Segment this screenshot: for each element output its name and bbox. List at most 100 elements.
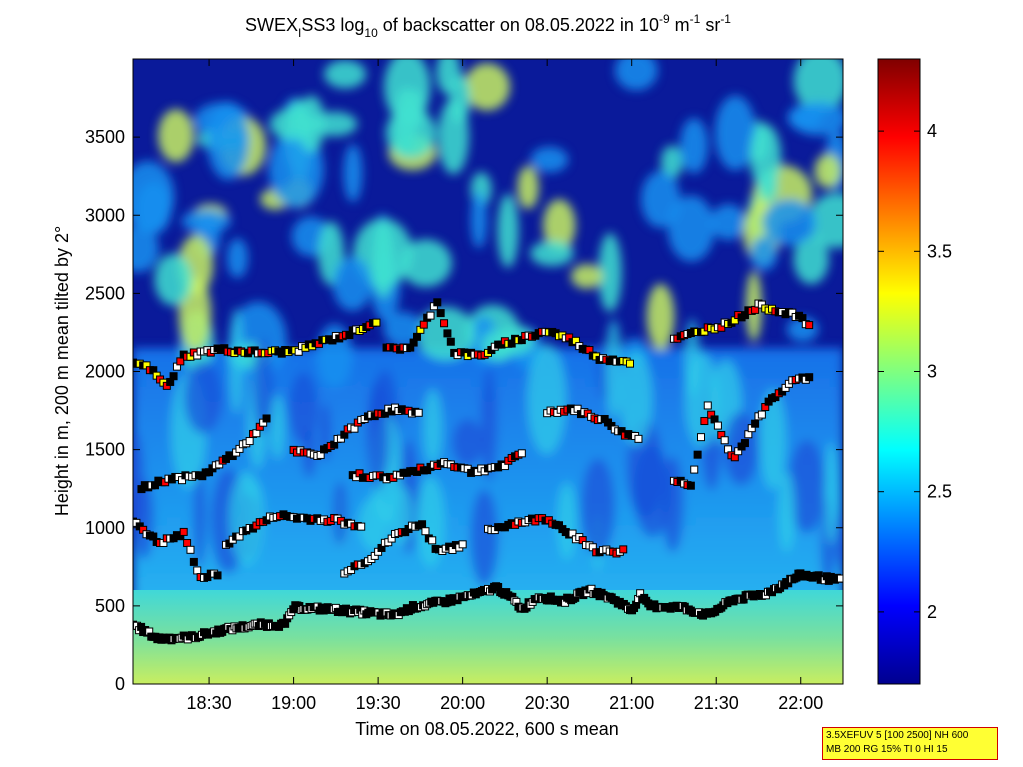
layer-marker bbox=[176, 357, 185, 366]
aerosol-streak bbox=[824, 442, 839, 546]
layer-marker bbox=[245, 437, 254, 446]
aerosol-patch bbox=[135, 181, 172, 235]
layer-marker bbox=[193, 566, 202, 575]
aerosol-streak bbox=[480, 368, 497, 482]
aerosol-patch bbox=[470, 191, 487, 249]
aerosol-patches bbox=[133, 59, 843, 684]
layer-marker bbox=[626, 359, 634, 368]
chart-title: SWEXISS3 log10 of backscatter on 08.05.2… bbox=[245, 12, 731, 40]
layer-marker bbox=[419, 320, 428, 329]
x-axis: 18:30 19:00 19:30 20:00 20:30 21:00 21:30 22:00 bbox=[187, 59, 823, 713]
aerosol-streak bbox=[684, 352, 720, 448]
aerosol-streak bbox=[229, 471, 265, 566]
layer-marker bbox=[517, 449, 526, 458]
aerosol-patch bbox=[646, 283, 675, 350]
aerosol-streak bbox=[452, 419, 484, 467]
aerosol-patch bbox=[542, 199, 576, 252]
layer-marker bbox=[186, 545, 195, 554]
y-axis-label: Height in m, 200 m mean tilted by 2° bbox=[52, 226, 72, 516]
layer-marker bbox=[169, 372, 178, 381]
colorbar-tick-label: 4 bbox=[927, 121, 937, 141]
colorbar-tick-label: 2 bbox=[927, 602, 937, 622]
aerosol-patch bbox=[383, 311, 423, 347]
aerosol-streak bbox=[366, 380, 389, 490]
y-tick-label: 3500 bbox=[85, 127, 125, 147]
aerosol-patch bbox=[714, 95, 756, 171]
layer-marker bbox=[751, 419, 760, 428]
y-tick-label: 1000 bbox=[85, 518, 125, 538]
layer-marker bbox=[458, 540, 467, 549]
layer-marker bbox=[372, 318, 381, 327]
aerosol-patch bbox=[667, 195, 715, 262]
x-axis-label: Time on 08.05.2022, 600 s mean bbox=[355, 719, 619, 739]
aerosol-streak bbox=[133, 431, 145, 538]
aerosol-patch bbox=[269, 108, 316, 141]
layer-marker bbox=[213, 571, 222, 580]
layer-markers bbox=[133, 298, 843, 645]
aerosol-streak bbox=[470, 489, 499, 587]
x-tick-label: 19:30 bbox=[356, 693, 401, 713]
aerosol-patch bbox=[530, 146, 569, 173]
colorbar-tick-label: 3.5 bbox=[927, 241, 952, 261]
aerosol-patch bbox=[157, 109, 195, 163]
aerosol-patch bbox=[464, 63, 511, 111]
aerosol-streak bbox=[269, 394, 286, 460]
colorbar-tick-label: 2.5 bbox=[927, 482, 952, 502]
aerosol-patch bbox=[790, 101, 843, 136]
layer-marker bbox=[418, 520, 427, 529]
aerosol-patch bbox=[762, 199, 817, 246]
aerosol-streak bbox=[835, 511, 843, 570]
aerosol-patch bbox=[749, 124, 782, 189]
layer-marker bbox=[433, 298, 442, 307]
colorbar bbox=[877, 58, 921, 685]
aerosol-streak bbox=[633, 446, 672, 538]
layer-marker bbox=[720, 436, 729, 445]
aerosol-streak bbox=[252, 337, 274, 435]
layer-marker bbox=[183, 539, 192, 548]
layer-marker bbox=[713, 421, 722, 430]
aerosol-patch bbox=[207, 102, 250, 180]
layer-marker bbox=[805, 321, 814, 330]
layer-marker bbox=[634, 434, 643, 443]
layer-marker bbox=[757, 410, 766, 419]
layer-marker bbox=[619, 545, 628, 554]
aerosol-streak bbox=[332, 482, 349, 547]
y-tick-label: 1500 bbox=[85, 440, 125, 460]
layer-marker bbox=[690, 465, 699, 474]
x-tick-label: 20:30 bbox=[525, 693, 570, 713]
colorbar-ticks: 2 2.5 3 3.5 4 bbox=[878, 121, 952, 622]
aerosol-patch bbox=[809, 192, 843, 249]
aerosol-patch bbox=[517, 165, 539, 210]
y-axis: 0 500 1000 1500 2000 2500 3000 3500 bbox=[85, 127, 843, 694]
layer-marker bbox=[189, 557, 198, 566]
y-tick-label: 2000 bbox=[85, 362, 125, 382]
aerosol-streak bbox=[193, 468, 206, 569]
layer-marker bbox=[693, 450, 702, 459]
layer-marker bbox=[262, 414, 271, 423]
aerosol-patch bbox=[793, 59, 843, 114]
aerosol-streak bbox=[580, 458, 616, 556]
aerosol-patch bbox=[324, 59, 367, 89]
info-line-1: 3.5XEFUV 5 [100 2500] NH 600 bbox=[826, 730, 969, 741]
aerosol-streak bbox=[288, 372, 319, 444]
aerosol-patch bbox=[570, 264, 603, 289]
aerosol-patch bbox=[226, 238, 248, 279]
aerosol-patch bbox=[133, 225, 159, 273]
plot-area bbox=[133, 59, 843, 684]
layer-marker bbox=[697, 433, 705, 442]
aerosol-patch bbox=[614, 59, 658, 91]
x-tick-label: 20:00 bbox=[440, 693, 485, 713]
layer-marker bbox=[357, 522, 366, 531]
info-line-2: MB 200 RG 15% TI 0 HI 15 bbox=[826, 744, 948, 755]
aerosol-patch bbox=[660, 145, 683, 179]
x-tick-label: 19:00 bbox=[271, 693, 316, 713]
aerosol-patch bbox=[343, 144, 363, 203]
aerosol-patch bbox=[332, 256, 372, 311]
processing-info-box: 3.5XEFUV 5 [100 2500] NH 600 MB 200 RG 1… bbox=[822, 727, 998, 760]
x-tick-label: 21:00 bbox=[609, 693, 654, 713]
aerosol-patch bbox=[710, 204, 746, 240]
layer-marker bbox=[805, 373, 814, 382]
aerosol-streak bbox=[527, 343, 567, 455]
y-tick-label: 0 bbox=[115, 674, 125, 694]
